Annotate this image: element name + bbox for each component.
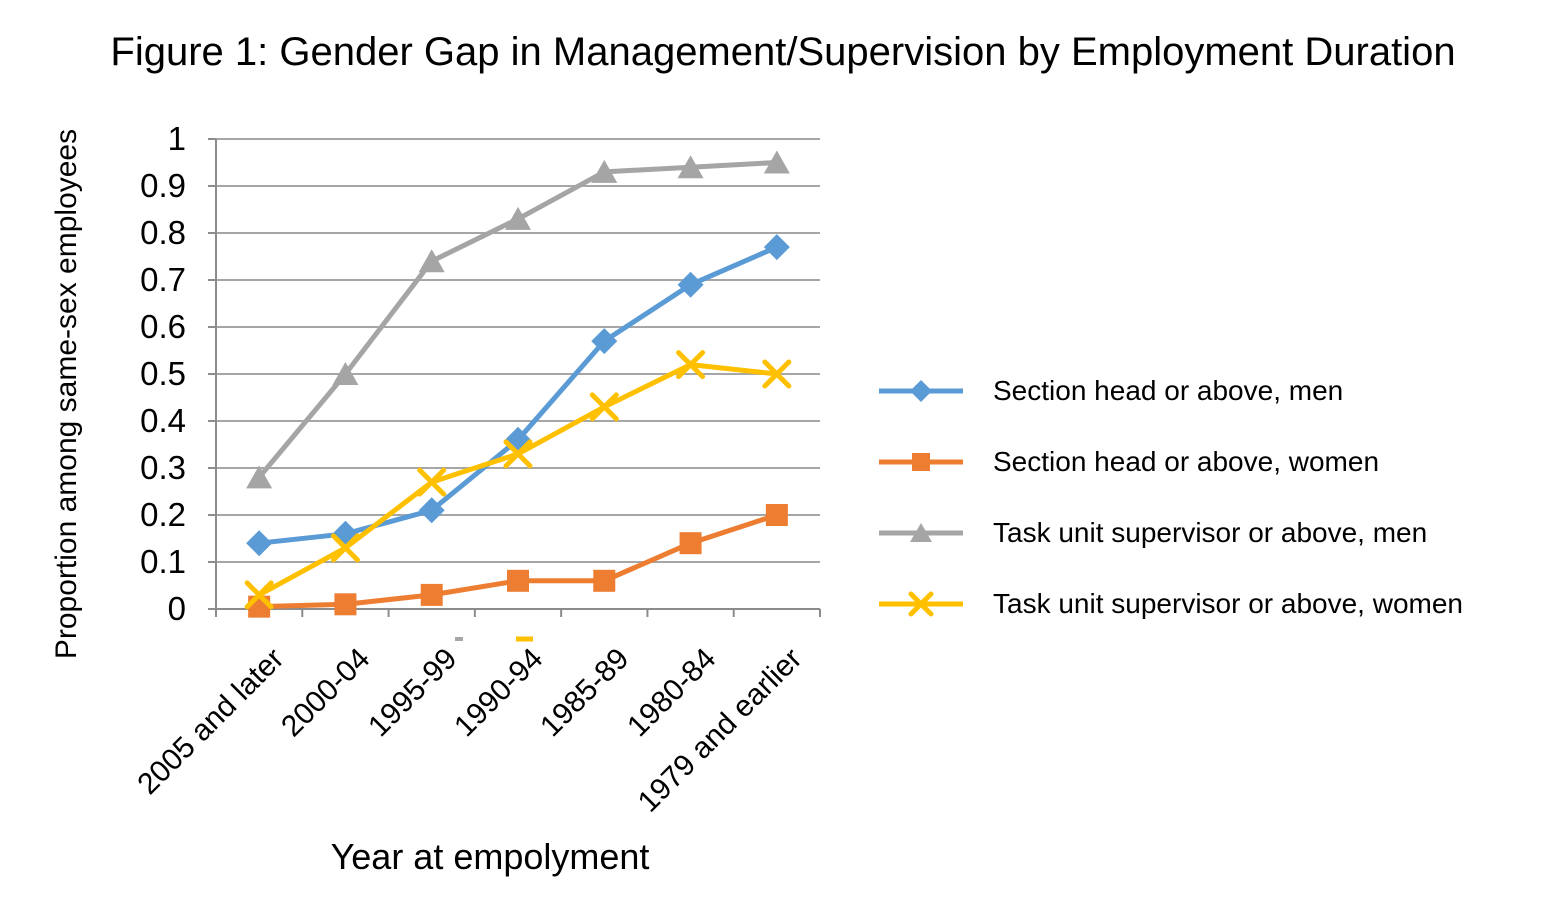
data-point-square: [420, 583, 443, 606]
data-point-x: [330, 533, 360, 563]
data-point-triangle: [910, 522, 932, 542]
y-tick-label: 0.6: [140, 308, 186, 345]
data-point-x: [762, 359, 792, 389]
data-point-diamond: [763, 234, 790, 261]
data-point-diamond: [246, 530, 273, 557]
data-point-diamond: [910, 379, 932, 402]
series-3: [244, 350, 792, 610]
y-tick-label: 0.3: [140, 449, 186, 486]
data-point-x: [244, 580, 274, 610]
series-line: [256, 512, 780, 610]
legend-label: Section head or above, women: [993, 445, 1380, 477]
y-tick-label: 0.5: [140, 355, 186, 392]
y-tick-label: 0.4: [140, 402, 186, 439]
series-line: [256, 244, 780, 546]
series-line: [256, 362, 780, 598]
data-point-square: [593, 569, 616, 592]
y-tick-label: 1: [167, 120, 186, 157]
stray-mark: [455, 637, 463, 641]
data-point-x: [676, 350, 706, 380]
legend: Section head or above, men Section head …: [877, 367, 1463, 627]
legend-label: Section head or above, men: [993, 374, 1344, 406]
data-point-square: [679, 532, 702, 555]
data-point-triangle: [246, 465, 273, 489]
legend-label: Task unit supervisor or above, men: [993, 516, 1428, 548]
legend-item-task-unit-men: Task unit supervisor or above, men: [877, 509, 1463, 556]
data-point-triangle: [332, 362, 359, 385]
x-axis-title: Year at empolyment: [330, 836, 650, 877]
legend-marker-x-icon: [879, 591, 963, 616]
legend-marker-diamond-icon: [879, 379, 963, 402]
data-point-x: [589, 392, 619, 422]
data-point-triangle: [677, 155, 704, 179]
y-tick-label: 0.9: [140, 167, 186, 204]
data-point-x: [503, 439, 533, 469]
legend-label: Task unit supervisor or above, women: [993, 587, 1463, 619]
y-tick-label: 0.7: [140, 261, 186, 298]
data-point-triangle: [505, 206, 531, 230]
y-tick-label: 0.2: [140, 496, 186, 533]
series-1: [248, 504, 788, 618]
data-point-triangle: [418, 249, 445, 273]
y-tick-label: 0.1: [140, 543, 186, 580]
y-axis-title: Proportion among same-sex employees: [50, 128, 83, 660]
legend-item-section-head-women: Section head or above, women: [877, 438, 1463, 485]
chart-title: Figure 1: Gender Gap in Management/Super…: [110, 30, 1456, 74]
y-tick-label: 0: [167, 590, 186, 627]
legend-item-section-head-men: Section head or above, men: [877, 367, 1463, 414]
legend-marker-triangle-icon: [879, 522, 963, 542]
data-point-square: [334, 593, 357, 616]
data-point-diamond: [591, 328, 618, 355]
data-point-triangle: [763, 150, 790, 174]
data-point-square: [912, 452, 930, 471]
data-point-triangle: [591, 159, 618, 183]
legend-marker-square-icon: [879, 452, 963, 471]
series-2: [246, 150, 790, 489]
data-point-x: [417, 467, 447, 497]
legend-item-task-unit-women: Task unit supervisor or above, women: [877, 580, 1463, 627]
data-point-diamond: [677, 271, 704, 298]
data-point-square: [248, 595, 271, 618]
y-tick-label: 0.8: [140, 214, 186, 251]
data-point-diamond: [418, 497, 445, 524]
data-point-square: [765, 504, 788, 526]
data-point-square: [507, 569, 529, 592]
data-point-x: [908, 591, 934, 616]
